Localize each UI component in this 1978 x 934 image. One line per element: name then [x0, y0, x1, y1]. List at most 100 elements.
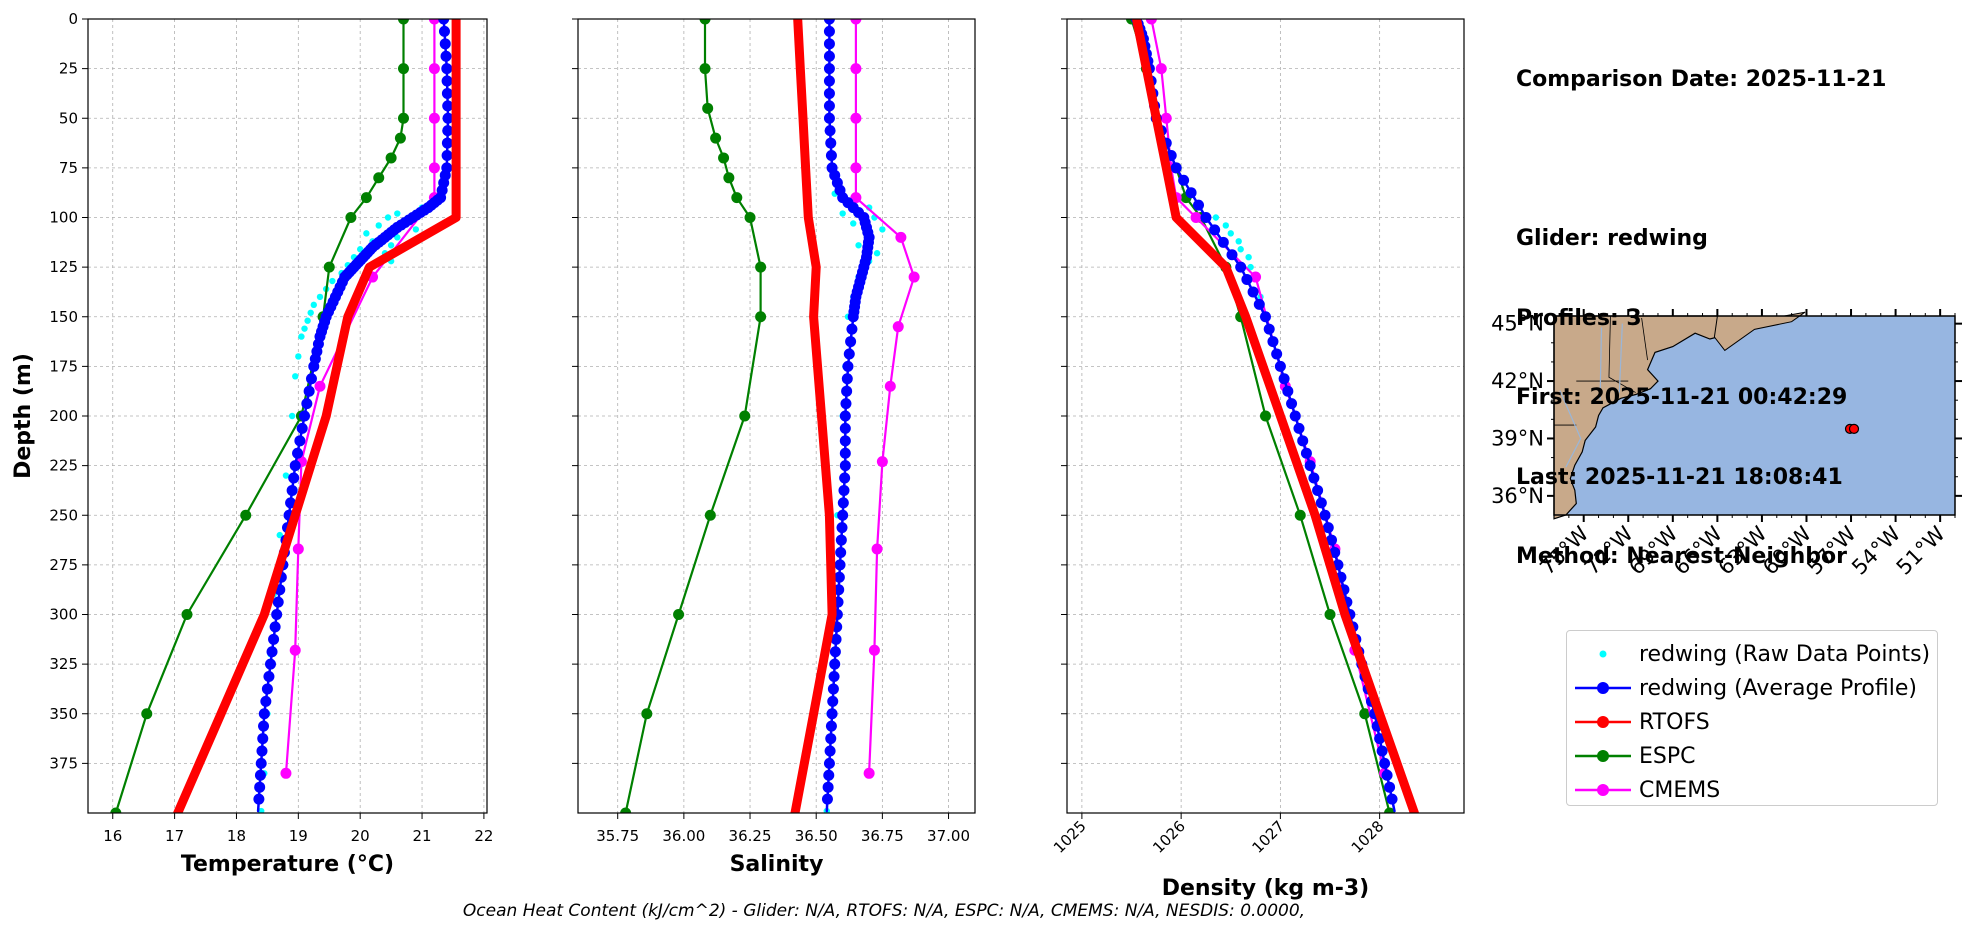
y-tick-label: 25: [59, 60, 78, 78]
average-marker: [1253, 298, 1265, 310]
raw-data-point: [1222, 222, 1230, 229]
x-tick-label: 36.50: [795, 827, 838, 845]
series-marker: [704, 509, 716, 521]
average-marker: [1185, 187, 1197, 199]
average-marker: [839, 447, 851, 459]
axes-frame: [87, 18, 488, 814]
average-marker: [823, 50, 835, 62]
raw-data-point: [329, 277, 336, 285]
legend-item-cmems: CMEMS: [1567, 775, 1937, 805]
series-layer: [1126, 19, 1419, 813]
series-marker: [1190, 212, 1202, 223]
series-marker: [699, 19, 711, 25]
series-marker: [323, 261, 335, 273]
average-marker: [823, 112, 835, 124]
average-marker: [441, 137, 453, 149]
average-marker: [288, 472, 300, 484]
raw-data-point: [1227, 230, 1234, 237]
series-marker: [876, 456, 888, 468]
raw-data-point: [879, 226, 886, 233]
average-marker: [442, 112, 454, 124]
raw-data-point: [375, 222, 382, 229]
average-marker: [263, 671, 275, 683]
series-marker: [428, 162, 440, 174]
info-box: Comparison Date: 2025-11-21 Glider: redw…: [1516, 14, 1886, 597]
average-marker: [441, 149, 453, 161]
average-marker: [1282, 385, 1294, 397]
average-marker: [253, 793, 265, 805]
series-marker: [850, 112, 862, 124]
series-marker: [428, 19, 440, 25]
average-marker: [438, 19, 450, 25]
raw-data-point: [295, 353, 302, 360]
average-marker: [269, 621, 281, 633]
y-tick-label: 250: [49, 506, 78, 524]
legend-item-espc: ESPC: [1567, 741, 1937, 771]
map-lon-label: 51°W: [1892, 521, 1950, 579]
y-axis-label: Depth (m): [11, 353, 36, 479]
series-marker: [373, 172, 385, 184]
average-marker: [829, 658, 841, 670]
x-tick-label: 16: [103, 827, 122, 845]
series-marker: [710, 132, 722, 144]
average-marker: [258, 708, 270, 720]
map-land: [1553, 315, 1734, 520]
average-marker: [258, 720, 270, 732]
map-glider-marker: [1848, 423, 1860, 434]
average-marker: [841, 385, 853, 397]
average-marker: [1300, 447, 1312, 459]
average-marker: [1304, 460, 1316, 472]
average-marker: [441, 75, 453, 87]
x-tick-label: 1028: [1348, 817, 1388, 857]
series-marker: [110, 807, 122, 813]
x-tick-label: 18: [227, 827, 246, 845]
average-marker: [1374, 733, 1386, 745]
average-marker: [264, 658, 276, 670]
series-marker: [731, 192, 743, 204]
average-marker: [840, 398, 852, 410]
x-tick-label: 1026: [1149, 817, 1189, 857]
series-marker: [620, 807, 632, 813]
series-marker: [1145, 19, 1157, 25]
average-marker: [441, 63, 453, 75]
series-line-cmems: [854, 19, 916, 775]
map-frame: [1553, 315, 1956, 516]
average-marker: [1384, 781, 1396, 793]
raw-data-point: [394, 210, 401, 217]
average-marker: [294, 435, 306, 447]
average-marker: [823, 87, 835, 99]
x-tick-label: 20: [351, 827, 370, 845]
first-time: First: 2025-11-21 00:42:29: [1516, 385, 1848, 410]
average-marker: [823, 25, 835, 37]
average-marker: [1326, 534, 1338, 546]
series-marker: [702, 102, 714, 114]
raw-data-point: [850, 220, 857, 227]
average-marker: [1241, 274, 1253, 286]
raw-data-point: [855, 242, 862, 249]
series-line-rtofs: [790, 19, 837, 813]
average-marker: [438, 25, 450, 37]
average-marker: [830, 633, 842, 645]
x-tick-label: 36.25: [729, 827, 772, 845]
average-marker: [254, 781, 266, 793]
raw-data-point: [839, 210, 846, 217]
y-tick-label: 325: [49, 655, 78, 673]
y-tick-label: 150: [49, 308, 78, 326]
series-marker: [744, 212, 756, 223]
x-axis-label: Salinity: [730, 852, 824, 877]
average-marker: [842, 360, 854, 372]
average-marker: [1322, 522, 1334, 534]
legend-rtofs-symbol: [1575, 716, 1631, 728]
series-line-rtofs: [173, 19, 461, 813]
average-marker: [825, 137, 837, 149]
series-marker: [1155, 63, 1167, 75]
average-marker: [1226, 249, 1238, 261]
average-marker: [1293, 422, 1305, 434]
raw-data-point: [258, 807, 265, 813]
average-marker: [1263, 323, 1275, 335]
ohc-footer: Ocean Heat Content (kJ/cm^2) - Glider: N…: [462, 901, 1306, 921]
legend-label: CMEMS: [1639, 778, 1721, 803]
average-marker: [826, 708, 838, 720]
series-line-rtofs: [1132, 19, 1419, 813]
average-marker: [1170, 162, 1182, 174]
